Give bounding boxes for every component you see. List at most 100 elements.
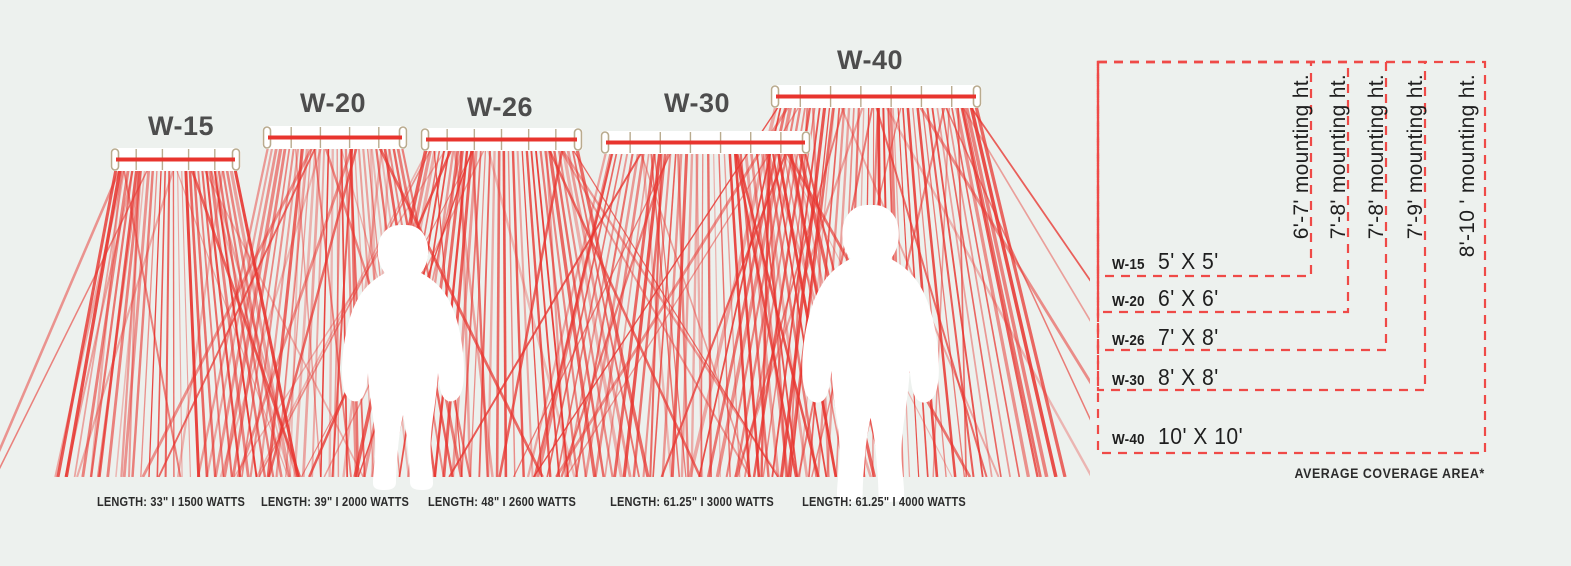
heat-ray: [552, 148, 605, 477]
heat-ray: [749, 151, 790, 477]
coverage-area-value: 10' X 10': [1158, 423, 1244, 449]
heat-ray: [931, 105, 984, 477]
heat-ray: [453, 148, 494, 477]
heat-ray: [140, 168, 158, 477]
heat-ray: [469, 148, 487, 477]
heat-ray: [229, 168, 292, 477]
heat-ray: [285, 146, 312, 477]
heat-ray: [255, 148, 429, 477]
heat-ray: [131, 168, 155, 477]
heater-fixture-w-15: [110, 148, 241, 171]
person-shape: [802, 205, 939, 502]
heater-title-w-40: W-40: [837, 45, 903, 75]
heat-ray: [926, 105, 975, 477]
heat-ray: [266, 146, 305, 477]
coverage-boxes-svg: [1096, 60, 1487, 455]
heat-ray: [331, 146, 354, 477]
heat-ray: [690, 151, 699, 477]
heat-ray: [177, 168, 183, 477]
mounting-height-w-20: 7'-8' mounting ht.: [1327, 74, 1350, 240]
heater-spec-w-15: LENGTH: 33" I 1500 WATTS: [97, 495, 245, 509]
heat-ray: [534, 148, 570, 477]
heat-ray: [961, 105, 1042, 477]
coverage-model-label: W-30: [1112, 372, 1145, 389]
heat-ray: [639, 151, 752, 477]
heat-ray: [81, 168, 130, 477]
heat-ray: [575, 148, 650, 477]
heater-spec-w-26: LENGTH: 48" I 2600 WATTS: [428, 495, 576, 509]
heat-ray: [241, 146, 291, 477]
heat-ray: [207, 168, 291, 477]
mounting-height-w-15: 6'-7' mounting ht.: [1290, 74, 1313, 240]
heat-ray: [258, 148, 432, 477]
heat-ray: [779, 105, 827, 477]
heat-ray: [715, 105, 793, 477]
heat-ray: [594, 151, 645, 477]
coverage-box-w-40: [1096, 60, 1487, 455]
heat-ray: [128, 168, 140, 477]
heat-ray: [157, 146, 317, 477]
heat-ray: [571, 148, 779, 477]
heat-ray: [604, 151, 650, 477]
heat-ray: [969, 105, 1090, 282]
heat-ray: [0, 168, 149, 470]
heat-ray: [196, 146, 270, 477]
heat-ray: [706, 105, 788, 477]
heat-ray: [267, 146, 358, 477]
heat-ray: [184, 168, 201, 477]
heat-ray: [106, 168, 143, 477]
heat-ray: [653, 151, 687, 477]
heat-ray: [64, 168, 122, 477]
heat-ray: [205, 146, 274, 477]
heat-ray: [695, 151, 704, 477]
heat-ray: [964, 105, 1049, 477]
heat-ray: [622, 151, 662, 477]
heat-ray: [275, 146, 310, 477]
heat-ray: [313, 146, 352, 477]
coverage-row-w-26: W-26 7' X 8': [1112, 324, 1224, 351]
heat-ray: [448, 151, 643, 477]
heat-ray: [122, 168, 151, 477]
heat-ray: [201, 168, 233, 477]
heat-ray: [122, 168, 182, 477]
heat-ray: [954, 105, 1031, 477]
coverage-row-w-20: W-20 6' X 6': [1112, 285, 1224, 312]
heater-fixture-w-26: [420, 128, 583, 151]
person-silhouettes: [341, 205, 939, 502]
heater-title-w-26: W-26: [467, 92, 533, 122]
heat-ray: [236, 146, 354, 477]
coverage-area-value: 7' X 8': [1158, 324, 1220, 350]
heat-ray: [700, 151, 704, 477]
heat-ray: [231, 146, 287, 477]
heat-ray: [96, 168, 140, 477]
heat-ray: [941, 105, 1002, 477]
heater-spec-w-20: LENGTH: 39" I 2000 WATTS: [261, 495, 409, 509]
heater-fixture-w-40: [770, 85, 982, 108]
heat-ray: [677, 151, 690, 477]
heat-ray: [533, 105, 780, 477]
heat-ray: [734, 105, 802, 477]
heat-ray: [172, 168, 175, 477]
average-coverage-caption: AVERAGE COVERAGE AREA*: [1294, 466, 1485, 481]
person-right: [802, 205, 939, 502]
heat-ray: [950, 105, 1021, 477]
heat-ray: [733, 151, 761, 477]
heat-ray: [788, 105, 809, 477]
heat-ray: [545, 148, 567, 477]
heat-ray: [120, 168, 142, 477]
heat-ray: [451, 148, 478, 477]
heat-ray: [0, 168, 122, 453]
coverage-area-value: 6' X 6': [1158, 285, 1220, 311]
heat-ray: [547, 148, 597, 477]
heat-ray: [89, 168, 134, 477]
heat-ray: [960, 105, 1039, 477]
heater-spec-w-40: LENGTH: 61.25" I 4000 WATTS: [802, 495, 966, 509]
heat-ray: [336, 146, 340, 477]
heat-ray: [115, 168, 146, 477]
heat-ray: [233, 148, 447, 477]
heater-spec-w-30: LENGTH: 61.25" I 3000 WATTS: [610, 495, 774, 509]
coverage-box-w-20: [1096, 60, 1350, 314]
coverage-area-value: 8' X 8': [1158, 364, 1220, 390]
heat-ray: [526, 151, 608, 477]
heat-ray: [555, 105, 790, 477]
